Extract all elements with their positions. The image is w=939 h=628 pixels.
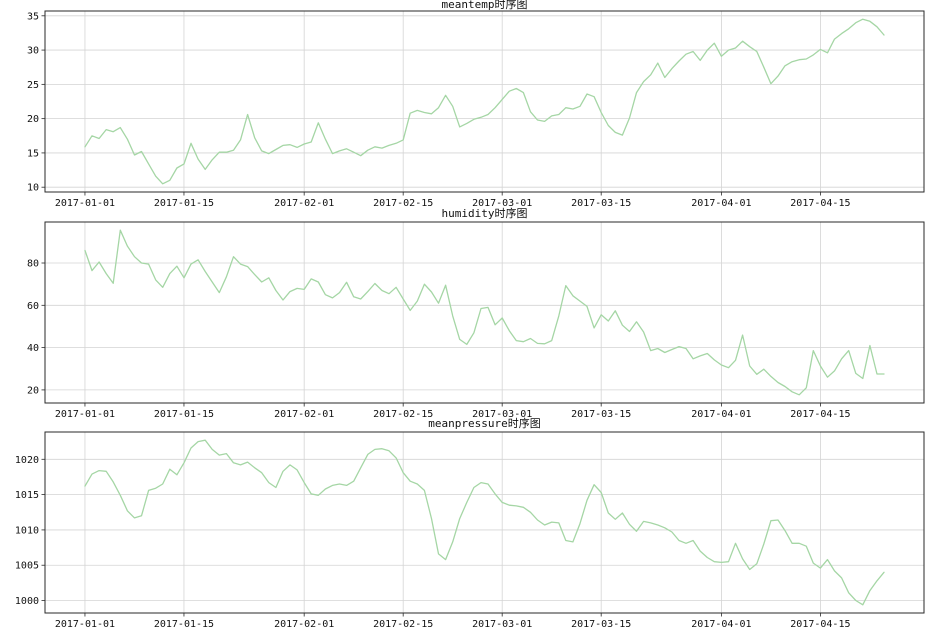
gridlines bbox=[45, 222, 924, 403]
x-tick-label: 2017-04-01 bbox=[691, 198, 751, 209]
y-tick-label: 1020 bbox=[15, 455, 39, 466]
tick-marks bbox=[41, 458, 821, 617]
x-tick-label: 2017-02-15 bbox=[373, 619, 433, 628]
y-tick-label: 15 bbox=[27, 148, 39, 159]
y-tick-label: 1000 bbox=[15, 596, 39, 607]
chart-title-meantemp: meantemp时序图 bbox=[441, 0, 528, 11]
tick-labels: 2017-01-01 2017-01-15 2017-02-01 2017-02-15… bbox=[27, 259, 851, 420]
gridlines bbox=[45, 11, 924, 192]
chart-title-meanpressure: meanpressure时序图 bbox=[428, 417, 541, 430]
y-tick-label: 1010 bbox=[15, 525, 39, 536]
chart-meanpressure: 2017-01-01 2017-01-15 2017-02-01 2017-02-15… bbox=[15, 431, 925, 628]
x-tick-label: 2017-02-15 bbox=[373, 198, 433, 209]
tick-marks bbox=[41, 262, 821, 407]
x-tick-label: 2017-02-01 bbox=[274, 619, 334, 628]
y-tick-label: 20 bbox=[27, 114, 39, 125]
x-tick-label: 2017-01-15 bbox=[154, 619, 214, 628]
y-tick-label: 1005 bbox=[15, 561, 39, 572]
chart-meantemp: 2017-01-01 2017-01-15 2017-02-01 2017-02-15… bbox=[27, 10, 925, 209]
meantemp-series-line bbox=[84, 18, 885, 185]
x-tick-label: 2017-02-15 bbox=[373, 409, 433, 420]
x-tick-label: 2017-03-15 bbox=[571, 409, 631, 420]
x-tick-label: 2017-03-01 bbox=[472, 619, 532, 628]
chart-title-humidity: humidity时序图 bbox=[441, 207, 528, 220]
x-tick-label: 2017-04-15 bbox=[790, 619, 850, 628]
x-tick-label: 2017-01-15 bbox=[154, 198, 214, 209]
plot-border bbox=[44, 10, 925, 193]
y-tick-label: 25 bbox=[27, 80, 39, 91]
x-tick-label: 2017-01-01 bbox=[55, 198, 115, 209]
tick-marks bbox=[41, 15, 821, 196]
x-tick-label: 2017-01-15 bbox=[154, 409, 214, 420]
x-tick-label: 2017-03-01 bbox=[472, 198, 532, 209]
y-tick-label: 1015 bbox=[15, 490, 39, 501]
x-tick-label: 2017-02-01 bbox=[274, 409, 334, 420]
tick-labels: 2017-01-01 2017-01-15 2017-02-01 2017-02-15… bbox=[27, 11, 851, 209]
x-tick-label: 2017-03-15 bbox=[571, 619, 631, 628]
plot-border bbox=[44, 431, 925, 614]
x-tick-label: 2017-01-01 bbox=[55, 409, 115, 420]
x-tick-label: 2017-02-01 bbox=[274, 198, 334, 209]
y-tick-label: 60 bbox=[27, 301, 39, 312]
x-tick-label: 2017-04-01 bbox=[691, 409, 751, 420]
x-tick-label: 2017-03-15 bbox=[571, 198, 631, 209]
plot-border bbox=[44, 221, 925, 404]
y-tick-label: 80 bbox=[27, 259, 39, 270]
y-tick-label: 35 bbox=[27, 11, 39, 22]
x-tick-label: 2017-04-15 bbox=[790, 409, 850, 420]
y-tick-label: 20 bbox=[27, 385, 39, 396]
gridlines bbox=[45, 432, 924, 613]
y-tick-label: 40 bbox=[27, 343, 39, 354]
meanpressure-series-line bbox=[84, 439, 885, 606]
y-tick-label: 30 bbox=[27, 46, 39, 57]
y-tick-label: 10 bbox=[27, 183, 39, 194]
tick-labels: 2017-01-01 2017-01-15 2017-02-01 2017-02-15… bbox=[15, 455, 851, 628]
x-tick-label: 2017-04-15 bbox=[790, 198, 850, 209]
x-tick-label: 2017-03-01 bbox=[472, 409, 532, 420]
humidity-series-line bbox=[84, 229, 885, 396]
x-tick-label: 2017-04-01 bbox=[691, 619, 751, 628]
chart-humidity: 2017-01-01 2017-01-15 2017-02-01 2017-02-15… bbox=[27, 221, 925, 420]
x-tick-label: 2017-01-01 bbox=[55, 619, 115, 628]
